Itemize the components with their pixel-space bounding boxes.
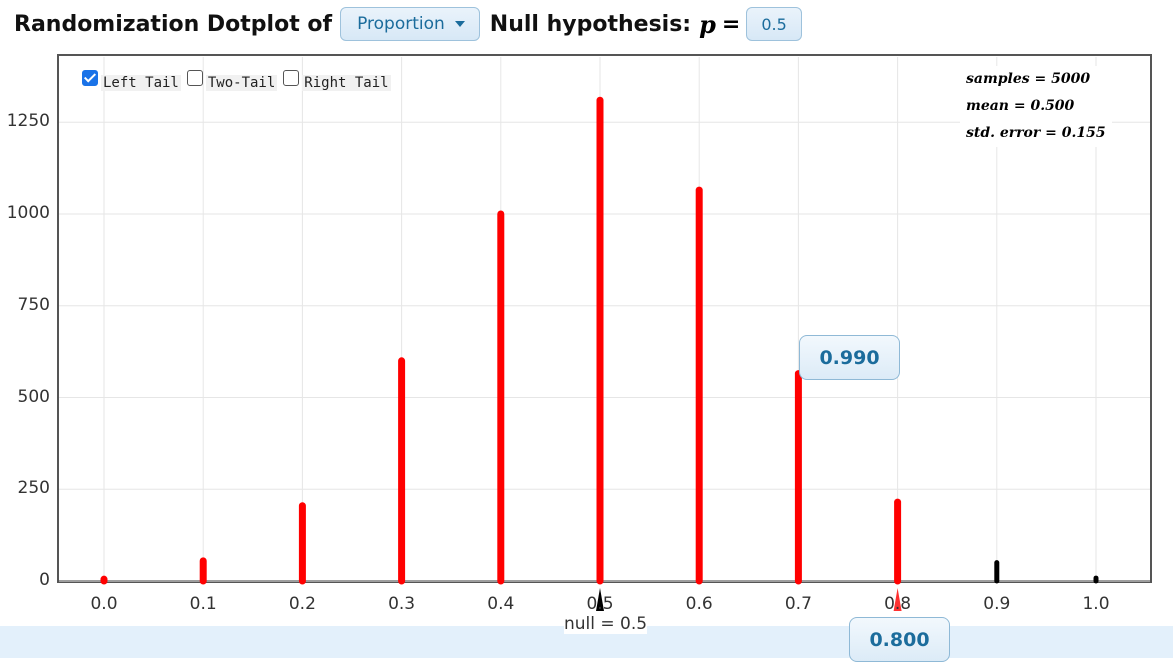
left-tail-label: Left Tail [101,75,181,91]
x-tick-label: 0.5 [586,594,614,614]
samples-stat: samples = 5000 [966,71,1091,87]
left-tail-checkbox[interactable] [82,70,98,86]
right-boundary-value[interactable]: 0.800 [849,617,950,662]
two-tail-checkbox[interactable] [186,70,203,86]
summary-stats: samples = 5000 mean = 0.500 std. error =… [960,66,1112,147]
statistic-dropdown[interactable]: Proportion [340,7,480,41]
x-tick-label: 0.2 [288,594,316,614]
two-tail-label: Two-Tail [205,75,278,91]
x-tick-label: 0.8 [884,594,912,614]
right-tail-checkbox[interactable] [283,70,300,86]
x-tick-label: 0.4 [487,594,515,614]
null-equals: = [721,11,741,37]
null-value-input[interactable]: 0.5 [746,7,802,41]
mean-stat: mean = 0.500 [966,98,1075,114]
page-title: Randomization Dotplot of [14,11,333,37]
x-tick-label: 0.1 [189,594,217,614]
two-tail-option[interactable]: Two-Tail [186,69,278,91]
right-tail-option[interactable]: Right Tail [283,69,391,91]
boundary-marker-icon[interactable] [893,588,902,611]
x-tick-label: 0.7 [784,594,812,614]
y-tick-label: 500 [17,386,50,407]
header: Randomization Dotplot of Proportion Null… [14,4,802,44]
null-marker-icon [596,588,604,611]
null-hypothesis-label: Null hypothesis: [489,11,692,37]
x-tick-label: 0.9 [983,594,1011,614]
statistic-dropdown-value: Proportion [357,14,445,34]
y-tick-label: 1000 [6,203,50,223]
null-param: p [699,9,716,39]
left-boundary-value[interactable]: 0.990 [799,335,900,380]
chevron-down-icon [454,21,465,27]
y-tick-label: 0 [39,570,50,590]
x-tick-label: 0.0 [90,594,118,614]
x-tick-label: 0.3 [388,594,416,614]
right-tail-label: Right Tail [302,75,391,91]
null-marker-label: null = 0.5 [564,614,648,634]
tail-options: Left Tail Two-Tail Right Tail [82,69,397,91]
y-tick-label: 750 [17,294,50,315]
y-tick-label: 250 [17,478,50,499]
x-tick-label: 1.0 [1082,594,1110,614]
std-error-stat: std. error = 0.155 [966,125,1106,141]
y-tick-label: 1250 [6,111,50,132]
x-tick-label: 0.6 [685,594,713,614]
left-tail-option[interactable]: Left Tail [82,69,181,91]
